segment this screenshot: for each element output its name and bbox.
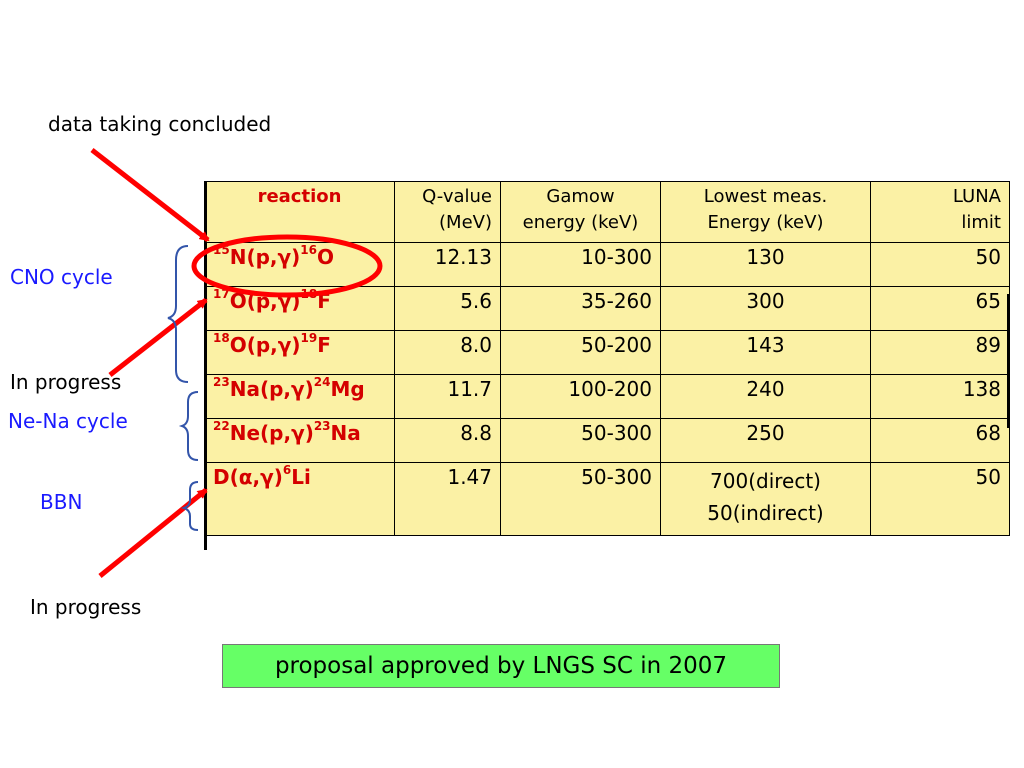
q-value-cell: 8.8 [394, 418, 501, 463]
arrow-in-progress-1 [108, 298, 208, 377]
table-row: 18O(p,γ)19F 8.0 50-200 143 89 [204, 330, 1010, 375]
bbn-label: BBN [40, 490, 83, 514]
reaction-cell: 23Na(p,γ)24Mg [204, 374, 395, 419]
gamow-cell: 10-300 [500, 242, 661, 287]
lowest-indirect: 50(indirect) [707, 501, 824, 525]
ne-na-cycle-label: Ne-Na cycle [8, 409, 128, 433]
gamow-cell: 50-300 [500, 462, 661, 536]
header-gamow-energy: Gamow energy (keV) [500, 181, 661, 243]
table-row: 22Ne(p,γ)23Na 8.8 50-300 250 68 [204, 418, 1010, 463]
q-value-cell: 12.13 [394, 242, 501, 287]
header-q-value: Q-value (MeV) [394, 181, 501, 243]
table-header-row: reaction Q-value (MeV) Gamow energy (keV) … [204, 181, 1010, 243]
reaction-cell: 22Ne(p,γ)23Na [204, 418, 395, 463]
reaction-cell: 18O(p,γ)19F [204, 330, 395, 375]
highlight-ellipse [191, 234, 383, 298]
q-value-cell: 8.0 [394, 330, 501, 375]
brace-bbn [180, 481, 199, 531]
header-luna-limit: LUNA limit [870, 181, 1010, 243]
table-left-bar [204, 181, 207, 550]
q-value-cell: 5.6 [394, 286, 501, 331]
table-right-bar [1007, 294, 1010, 428]
in-progress-label-2: In progress [30, 595, 142, 619]
lowest-cell: 700(direct) 50(indirect) [660, 462, 871, 536]
lowest-direct: 700(direct) [710, 469, 821, 493]
cno-cycle-label: CNO cycle [10, 265, 113, 289]
header-lowest-energy: Lowest meas. Energy (keV) [660, 181, 871, 243]
brace-cno [167, 245, 189, 383]
lowest-cell: 250 [660, 418, 871, 463]
arrow-data-taking [90, 148, 210, 242]
lowest-cell: 300 [660, 286, 871, 331]
luna-cell: 50 [870, 462, 1010, 536]
lowest-cell: 143 [660, 330, 871, 375]
brace-nena [178, 391, 199, 461]
gamow-cell: 100-200 [500, 374, 661, 419]
gamow-cell: 50-300 [500, 418, 661, 463]
table-row: 17O(p,γ)18F 5.6 35-260 300 65 [204, 286, 1010, 331]
in-progress-label-1: In progress [10, 370, 122, 394]
gamow-cell: 50-200 [500, 330, 661, 375]
q-value-cell: 1.47 [394, 462, 501, 536]
proposal-banner: proposal approved by LNGS SC in 2007 [222, 644, 780, 688]
data-taking-concluded-label: data taking concluded [48, 112, 272, 136]
table-row: 23Na(p,γ)24Mg 11.7 100-200 240 138 [204, 374, 1010, 419]
